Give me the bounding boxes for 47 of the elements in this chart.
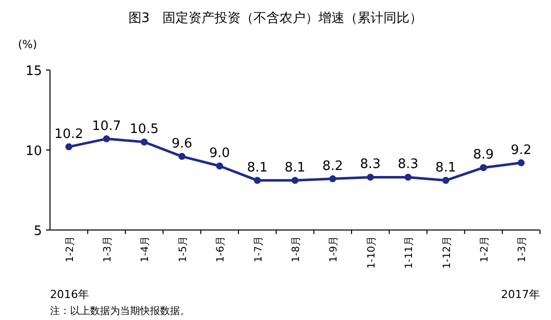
y-tick-label: 15 [25, 64, 42, 79]
point [518, 159, 525, 166]
text: 2017年 [501, 288, 540, 301]
x-tick-label: 1-8月 [291, 236, 302, 262]
data-label: 8.1 [246, 160, 268, 176]
point [140, 138, 148, 146]
text: 注：以上数据为当期快报数据。 [50, 305, 190, 317]
data-label: 9.6 [172, 136, 192, 152]
x-tick-label: 1-2月 [64, 236, 76, 262]
point [292, 176, 298, 184]
data-label: 8.3 [398, 157, 418, 172]
y-tick-label: 5 [34, 224, 42, 239]
x-tick-label: 1-5月 [178, 236, 189, 262]
y-axis-title: (%) [18, 38, 38, 51]
point [329, 175, 336, 182]
data-label: 10.7 [92, 118, 122, 134]
point [178, 152, 186, 160]
point [216, 162, 224, 170]
text: 2016年 [50, 288, 89, 301]
x-tick-label: 1-6月 [216, 236, 227, 262]
data-label: 8.1 [284, 160, 306, 176]
data-label: 9.0 [209, 146, 230, 161]
point [366, 174, 374, 181]
x-tick-label: 1-4月 [140, 236, 152, 262]
x-tick-label: 1-2月 [479, 236, 490, 262]
x-tick-label: 1-10月 [366, 236, 378, 269]
x-tick-label: 1-3月 [102, 236, 114, 262]
data-label: 8.3 [360, 157, 381, 172]
x-tick-label: 1-11月 [404, 236, 416, 269]
x-tick-label: 1-3月 [517, 236, 528, 262]
data-label: 8.2 [322, 158, 344, 174]
point [442, 176, 450, 184]
point [65, 143, 72, 150]
point [480, 164, 487, 172]
point [254, 176, 261, 184]
data-label: 8.1 [435, 160, 456, 176]
data-label: 9.2 [510, 142, 532, 158]
x-tick-label: 1-9月 [328, 236, 340, 262]
data-label: 8.9 [473, 148, 494, 163]
y-tick-label: 10 [25, 144, 42, 159]
data-label: 10.5 [130, 122, 159, 137]
x-tick-label: 1-7月 [253, 236, 264, 262]
point [404, 174, 412, 181]
point [103, 135, 110, 142]
chart-title: 图3 固定资产投资（不含农户）增速（累计同比） [128, 11, 423, 26]
data-label: 10.2 [54, 126, 84, 142]
x-tick-label: 1-12月 [442, 236, 453, 269]
